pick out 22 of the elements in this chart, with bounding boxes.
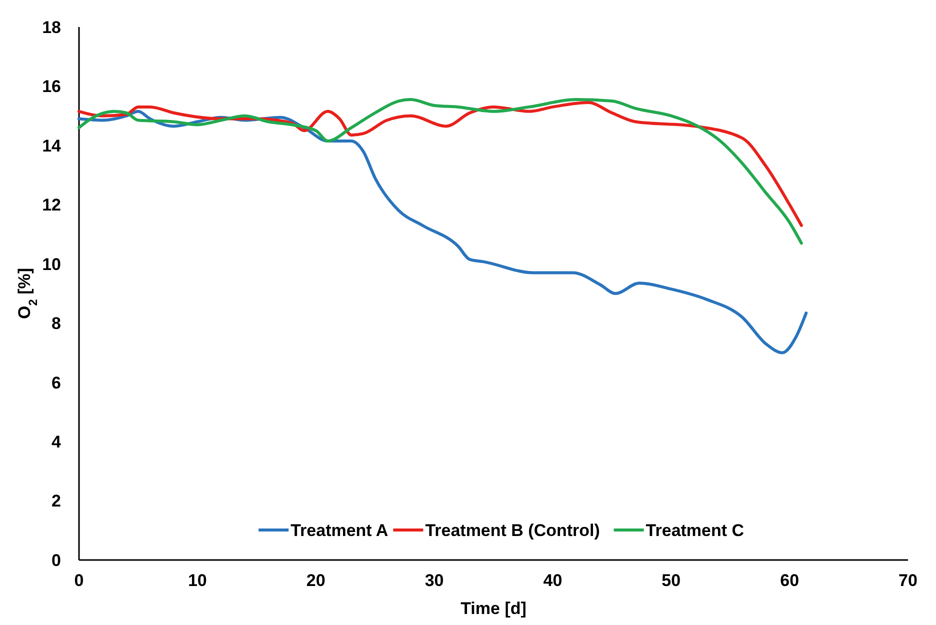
- x-tick-label: 60: [780, 571, 800, 590]
- y-tick-label: 18: [42, 18, 61, 37]
- y-tick-label: 4: [52, 432, 62, 452]
- x-tick-label: 40: [543, 571, 562, 590]
- y-tick-label: 14: [42, 136, 62, 156]
- x-tick-label: 30: [424, 571, 444, 590]
- y-tick-label: 2: [52, 492, 61, 511]
- x-tick-label: 10: [188, 571, 207, 590]
- y-tick-label: 16: [42, 77, 61, 96]
- x-tick-label: 20: [306, 571, 326, 590]
- x-tick-label: 70: [898, 571, 918, 590]
- legend-label: Treatment C: [646, 520, 744, 540]
- legend-label: Treatment B (Control): [425, 520, 600, 540]
- y-tick-label: 12: [42, 196, 61, 215]
- legend-label: Treatment A: [290, 520, 388, 540]
- y-tick-label: 10: [42, 254, 61, 274]
- y-tick-label: 6: [52, 373, 61, 392]
- x-tick-label: 0: [74, 571, 84, 590]
- x-axis-title: Time [d]: [460, 599, 526, 618]
- y-tick-label: 8: [52, 314, 61, 334]
- x-tick-label: 50: [662, 571, 681, 590]
- y-tick-label: 0: [52, 550, 61, 570]
